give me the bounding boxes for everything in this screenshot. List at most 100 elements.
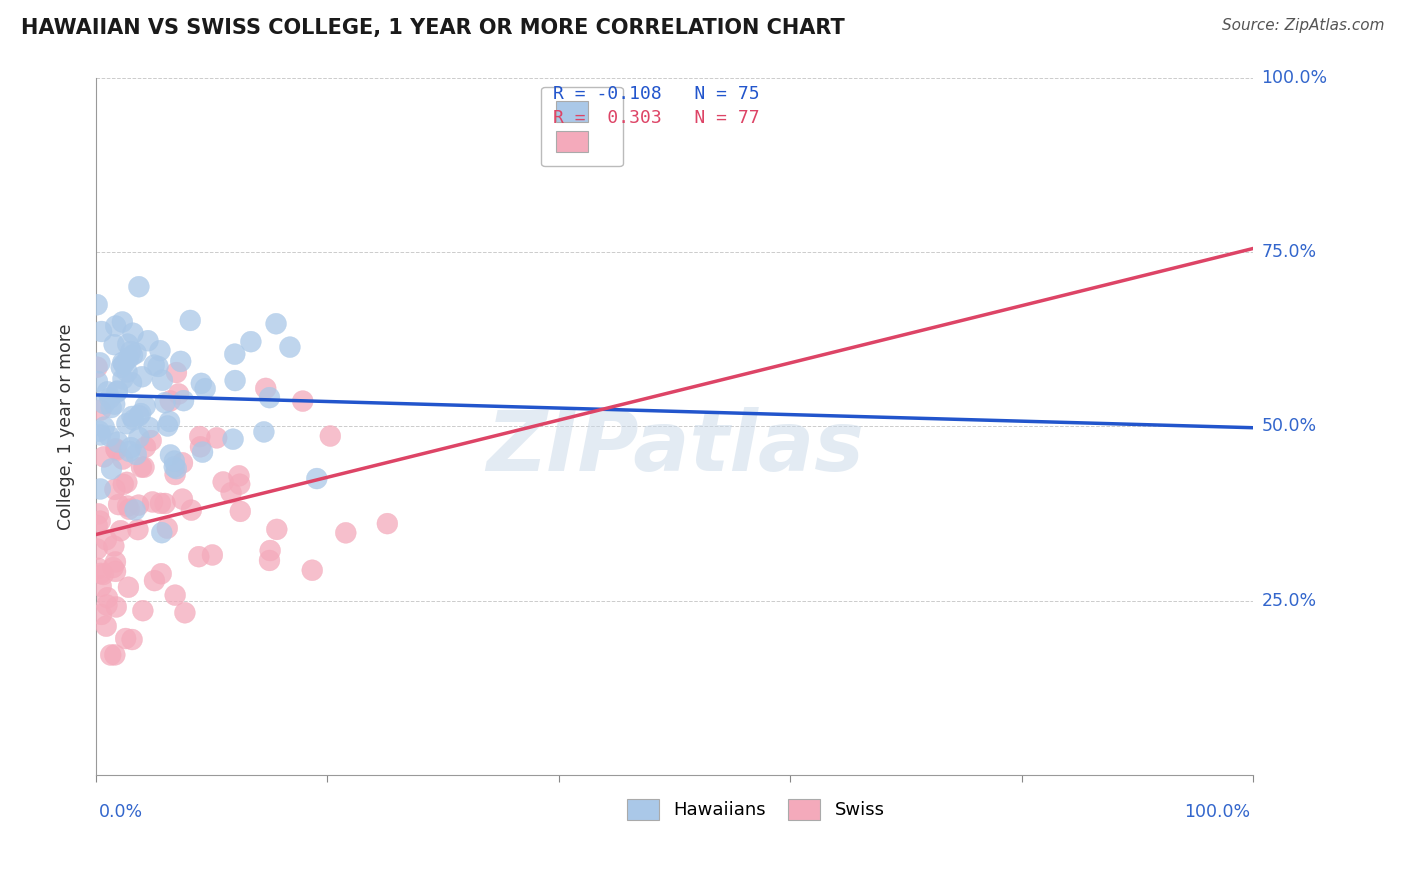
Ellipse shape bbox=[172, 452, 193, 474]
Ellipse shape bbox=[155, 392, 176, 413]
Ellipse shape bbox=[96, 529, 117, 550]
Ellipse shape bbox=[307, 468, 328, 489]
Ellipse shape bbox=[122, 345, 143, 366]
Ellipse shape bbox=[240, 331, 262, 352]
Ellipse shape bbox=[89, 421, 110, 442]
Ellipse shape bbox=[117, 413, 138, 434]
Ellipse shape bbox=[105, 551, 127, 573]
Ellipse shape bbox=[105, 597, 127, 617]
Ellipse shape bbox=[87, 371, 108, 392]
Ellipse shape bbox=[121, 437, 142, 458]
Ellipse shape bbox=[118, 348, 139, 369]
Ellipse shape bbox=[138, 330, 159, 351]
Ellipse shape bbox=[114, 353, 134, 375]
Ellipse shape bbox=[174, 602, 195, 624]
Ellipse shape bbox=[90, 425, 111, 445]
Ellipse shape bbox=[139, 417, 159, 438]
Ellipse shape bbox=[207, 427, 228, 449]
Ellipse shape bbox=[112, 449, 134, 469]
Ellipse shape bbox=[132, 367, 152, 387]
Ellipse shape bbox=[259, 387, 280, 409]
Ellipse shape bbox=[107, 381, 128, 401]
Y-axis label: College, 1 year or more: College, 1 year or more bbox=[58, 323, 75, 530]
Ellipse shape bbox=[180, 310, 201, 331]
Ellipse shape bbox=[93, 564, 114, 585]
Ellipse shape bbox=[149, 340, 170, 361]
Ellipse shape bbox=[169, 384, 188, 404]
Ellipse shape bbox=[112, 351, 134, 373]
Text: 75.0%: 75.0% bbox=[1261, 243, 1317, 261]
Ellipse shape bbox=[101, 397, 121, 418]
Ellipse shape bbox=[131, 403, 152, 424]
Ellipse shape bbox=[292, 391, 314, 411]
Ellipse shape bbox=[128, 495, 149, 516]
Ellipse shape bbox=[259, 550, 280, 571]
Legend: Hawaiians, Swiss: Hawaiians, Swiss bbox=[617, 790, 894, 829]
Ellipse shape bbox=[165, 450, 184, 472]
Ellipse shape bbox=[104, 644, 125, 665]
Ellipse shape bbox=[100, 388, 121, 409]
Ellipse shape bbox=[128, 427, 149, 448]
Ellipse shape bbox=[121, 372, 142, 393]
Ellipse shape bbox=[202, 544, 222, 566]
Ellipse shape bbox=[165, 464, 186, 485]
Ellipse shape bbox=[155, 493, 176, 514]
Ellipse shape bbox=[193, 442, 212, 463]
Ellipse shape bbox=[104, 334, 125, 355]
Ellipse shape bbox=[150, 563, 172, 584]
Ellipse shape bbox=[143, 355, 165, 376]
Ellipse shape bbox=[101, 458, 122, 480]
Text: 100.0%: 100.0% bbox=[1261, 69, 1327, 87]
Ellipse shape bbox=[117, 334, 138, 355]
Ellipse shape bbox=[225, 343, 245, 365]
Ellipse shape bbox=[98, 425, 120, 447]
Text: Source: ZipAtlas.com: Source: ZipAtlas.com bbox=[1222, 18, 1385, 33]
Ellipse shape bbox=[166, 362, 187, 383]
Ellipse shape bbox=[117, 472, 138, 492]
Ellipse shape bbox=[91, 604, 112, 625]
Ellipse shape bbox=[321, 425, 340, 447]
Ellipse shape bbox=[157, 517, 177, 539]
Ellipse shape bbox=[112, 311, 132, 333]
Ellipse shape bbox=[160, 444, 181, 466]
Ellipse shape bbox=[118, 499, 139, 520]
Ellipse shape bbox=[90, 478, 111, 500]
Ellipse shape bbox=[152, 522, 172, 543]
Ellipse shape bbox=[117, 496, 138, 516]
Ellipse shape bbox=[141, 430, 162, 451]
Ellipse shape bbox=[212, 472, 233, 492]
Ellipse shape bbox=[97, 382, 118, 402]
Ellipse shape bbox=[104, 393, 125, 415]
Ellipse shape bbox=[103, 558, 124, 578]
Text: 50.0%: 50.0% bbox=[1261, 417, 1317, 435]
Ellipse shape bbox=[229, 501, 250, 522]
Ellipse shape bbox=[222, 429, 243, 450]
Ellipse shape bbox=[229, 466, 249, 486]
Ellipse shape bbox=[132, 600, 153, 621]
Ellipse shape bbox=[190, 436, 211, 458]
Ellipse shape bbox=[94, 417, 114, 438]
Ellipse shape bbox=[128, 277, 149, 297]
Ellipse shape bbox=[160, 391, 180, 411]
Ellipse shape bbox=[125, 500, 145, 520]
Ellipse shape bbox=[165, 584, 186, 606]
Ellipse shape bbox=[173, 390, 194, 411]
Ellipse shape bbox=[131, 457, 152, 477]
Ellipse shape bbox=[104, 535, 124, 557]
Ellipse shape bbox=[105, 561, 127, 582]
Ellipse shape bbox=[221, 483, 242, 503]
Text: R =  0.303   N = 77: R = 0.303 N = 77 bbox=[553, 109, 759, 127]
Ellipse shape bbox=[94, 393, 115, 414]
Ellipse shape bbox=[87, 515, 108, 536]
Text: 0.0%: 0.0% bbox=[98, 803, 143, 821]
Ellipse shape bbox=[280, 336, 301, 358]
Ellipse shape bbox=[128, 519, 149, 540]
Ellipse shape bbox=[112, 368, 134, 390]
Ellipse shape bbox=[90, 511, 111, 532]
Ellipse shape bbox=[170, 351, 191, 372]
Ellipse shape bbox=[253, 421, 274, 442]
Ellipse shape bbox=[90, 400, 111, 420]
Text: ZIPatlas: ZIPatlas bbox=[485, 407, 863, 488]
Ellipse shape bbox=[143, 570, 165, 591]
Ellipse shape bbox=[229, 474, 250, 495]
